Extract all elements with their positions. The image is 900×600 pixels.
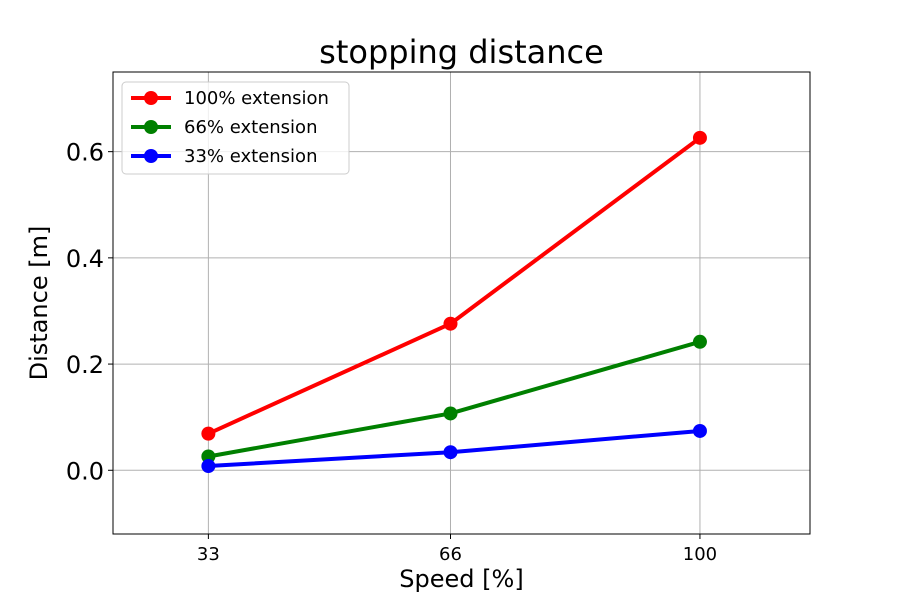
y-axis-label: Distance [m] — [25, 226, 53, 381]
data-point — [692, 423, 707, 438]
series-layer — [201, 130, 707, 474]
x-tick-label: 66 — [439, 544, 462, 565]
legend-swatch-marker — [144, 91, 158, 105]
legend: 100% extension 66% extension 33% extension — [121, 81, 350, 175]
series-2 — [201, 423, 707, 474]
x-axis-label: Speed [%] — [399, 565, 523, 593]
x-tick-label: 33 — [197, 544, 220, 565]
data-point — [692, 130, 707, 145]
x-tick-label: 100 — [683, 544, 717, 565]
series-1 — [201, 334, 707, 464]
data-point — [201, 459, 216, 474]
chart-title: stopping distance — [319, 33, 604, 71]
series-line — [207, 136, 702, 436]
y-tick-label: 0.2 — [66, 351, 104, 379]
data-point — [443, 316, 458, 331]
legend-label: 66% extension — [184, 117, 317, 138]
data-point — [443, 445, 458, 460]
legend-label: 100% extension — [184, 88, 329, 109]
series-0 — [201, 130, 707, 441]
legend-swatch-marker — [144, 120, 158, 134]
legend-swatch-marker — [144, 149, 158, 163]
y-tick-label: 0.6 — [66, 139, 104, 167]
ticks: 0.0 0.2 0.4 0.6 33 66 100 — [66, 139, 717, 565]
data-point — [201, 426, 216, 441]
data-point — [692, 334, 707, 349]
data-point — [443, 406, 458, 421]
y-tick-label: 0.0 — [66, 457, 104, 485]
legend-label: 33% extension — [184, 146, 317, 167]
y-tick-label: 0.4 — [66, 245, 104, 273]
legend-box — [121, 81, 350, 175]
plot-frame — [112, 71, 811, 535]
